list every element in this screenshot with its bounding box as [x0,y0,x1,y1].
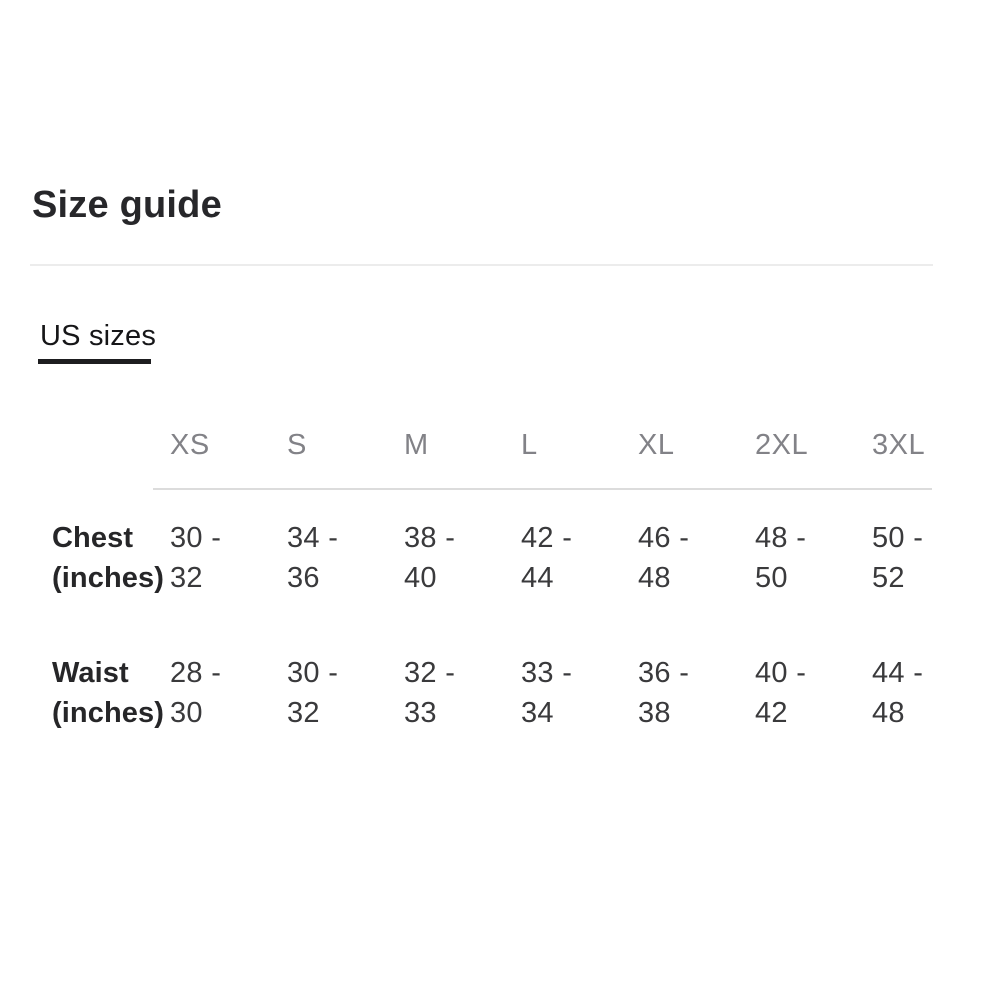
row-label-chest: Chest (inches) [52,522,164,594]
column-header-2xl: 2XL [755,429,809,461]
waist-3xl-value: 44 - 48 [872,657,924,729]
column-header-xs: XS [170,429,210,461]
chest-xl-value: 46 - 48 [638,522,690,594]
waist-xs-value: 28 - 30 [170,657,222,729]
chest-2xl-value: 48 - 50 [755,522,807,594]
column-header-m: M [404,429,429,461]
waist-s-value: 30 - 32 [287,657,339,729]
header-spacer-cell [52,428,170,462]
waist-xl-value: 36 - 38 [638,657,690,729]
title-divider [30,264,933,266]
chest-3xl-value: 50 - 52 [872,522,924,594]
table-row-chest: Chest (inches) 30 - 32 34 - 36 38 - 40 4… [52,518,1000,598]
size-table-header-row: XS S M L XL 2XL 3XL [52,428,1000,462]
waist-l-value: 33 - 34 [521,657,573,729]
chest-xs-value: 30 - 32 [170,522,222,594]
chest-s-value: 34 - 36 [287,522,339,594]
table-header-divider [153,488,932,490]
tab-active-underline [38,359,151,364]
waist-2xl-value: 40 - 42 [755,657,807,729]
page-title: Size guide [32,184,222,226]
chest-m-value: 38 - 40 [404,522,456,594]
column-header-s: S [287,429,307,461]
column-header-3xl: 3XL [872,429,926,461]
waist-m-value: 32 - 33 [404,657,456,729]
tab-us-sizes[interactable]: US sizes [38,319,157,364]
size-table: XS S M L XL 2XL 3XL Chest (inches) 30 - … [52,428,1000,733]
table-row-waist: Waist (inches) 28 - 30 30 - 32 32 - 33 3… [52,653,1000,733]
column-header-l: L [521,429,538,461]
tab-us-sizes-label: US sizes [40,320,157,352]
row-label-waist: Waist (inches) [52,657,164,729]
column-header-xl: XL [638,429,675,461]
chest-l-value: 42 - 44 [521,522,573,594]
